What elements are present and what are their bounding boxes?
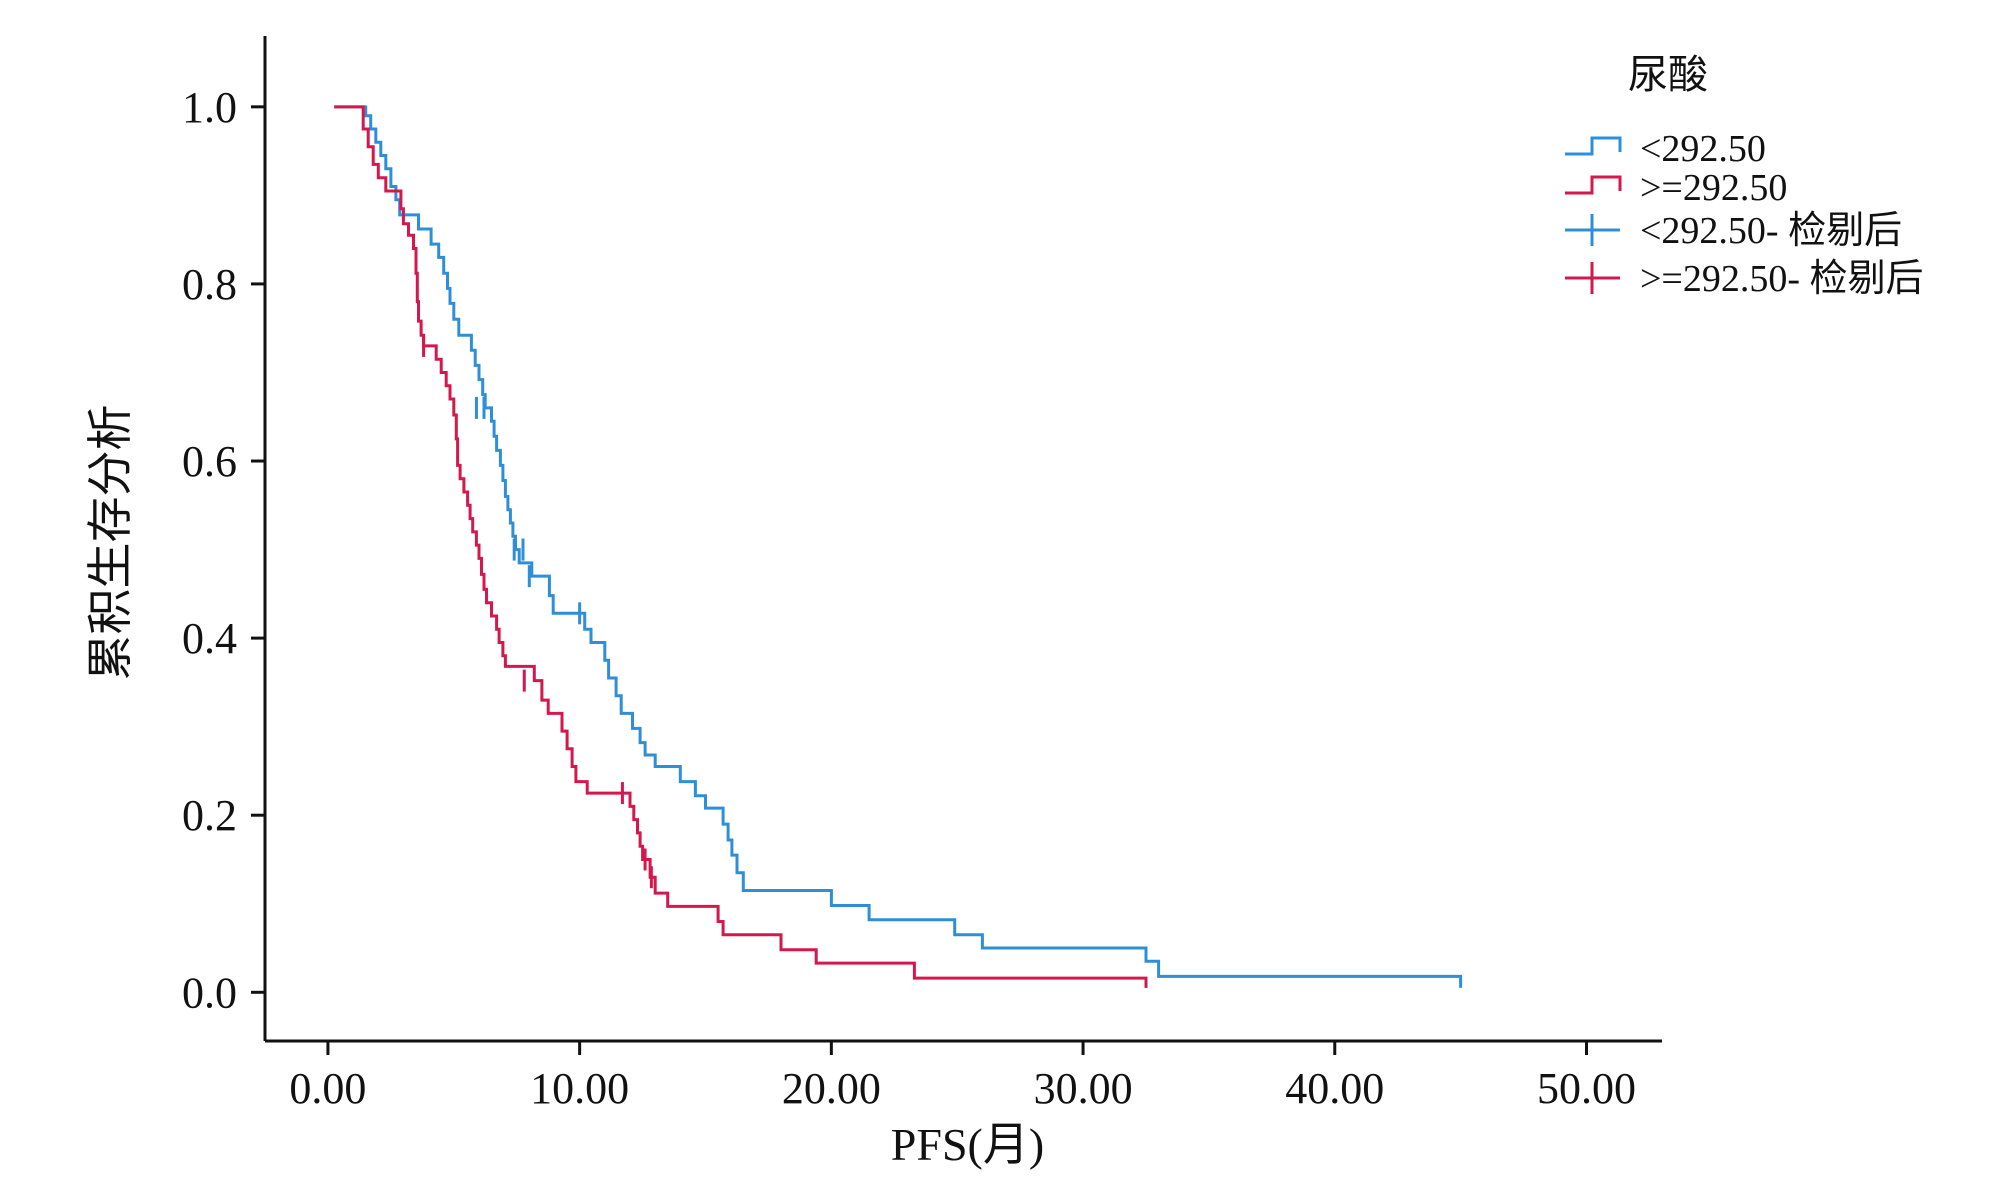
y-ticks: 0.0 0.2 0.4 0.6 0.8 1.0 <box>182 83 265 1017</box>
legend-label: <292.50- 检剔后 <box>1640 210 1902 252</box>
legend-step-symbol <box>1565 136 1622 156</box>
survival-curve-series-1 <box>334 105 1148 988</box>
x-tick-label: 0.00 <box>289 1064 366 1113</box>
axes <box>263 36 1662 1043</box>
y-tick-label: 0.8 <box>182 260 237 309</box>
legend-label: <292.50 <box>1640 128 1766 170</box>
x-tick-label: 20.00 <box>782 1064 881 1113</box>
legend-label: >=292.50 <box>1640 167 1787 209</box>
x-ticks: 0.00 10.00 20.00 30.00 40.00 50.00 <box>289 1041 1636 1113</box>
plot-series <box>334 105 1463 988</box>
x-tick-label: 10.00 <box>530 1064 629 1113</box>
legend-label: >=292.50- 检剔后 <box>1640 258 1924 300</box>
legend-entry: >=292.50 <box>1565 167 1787 209</box>
legend-entry: <292.50 <box>1565 128 1766 170</box>
y-tick-label: 0.2 <box>182 791 237 840</box>
x-tick-label: 30.00 <box>1034 1064 1133 1113</box>
legend-entries: <292.50>=292.50<292.50- 检剔后 >=292.50- 检剔后 <box>1565 128 1924 300</box>
legend-entry: >=292.50- 检剔后 <box>1565 258 1924 300</box>
x-axis-title: PFS(月) <box>891 1119 1044 1170</box>
y-tick-label: 0.6 <box>182 437 237 486</box>
legend-entry: <292.50- 检剔后 <box>1565 210 1902 252</box>
y-tick-label: 0.0 <box>182 968 237 1017</box>
legend-step-symbol <box>1565 175 1622 195</box>
survival-curve-series-0 <box>334 105 1463 988</box>
y-tick-label: 0.4 <box>182 614 237 663</box>
legend-title: 尿酸 <box>1628 52 1708 97</box>
x-tick-label: 40.00 <box>1285 1064 1384 1113</box>
y-tick-label: 1.0 <box>182 83 237 132</box>
y-axis-title: 累积生存分析 <box>85 405 136 681</box>
legend: 尿酸 <292.50>=292.50<292.50- 检剔后 >=292.50- … <box>1565 52 1924 300</box>
x-tick-label: 50.00 <box>1537 1064 1636 1113</box>
